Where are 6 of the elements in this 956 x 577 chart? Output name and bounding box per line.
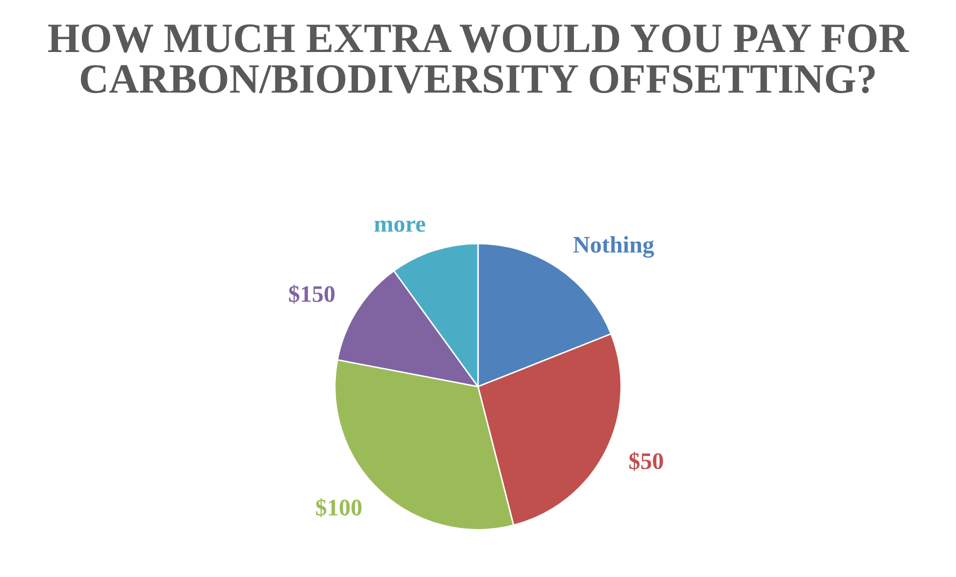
slice-label: $50 [629, 452, 663, 471]
slice-label: Nothing [573, 236, 654, 258]
slice-label: $150 [289, 284, 335, 304]
slice-label: more [374, 220, 426, 232]
slice-label: $100 [316, 498, 362, 518]
chart-title: HOW MUCH EXTRA WOULD YOU PAY FOR CARBON/BIODIVERSITY OFFSETTING? [48, 24, 909, 94]
